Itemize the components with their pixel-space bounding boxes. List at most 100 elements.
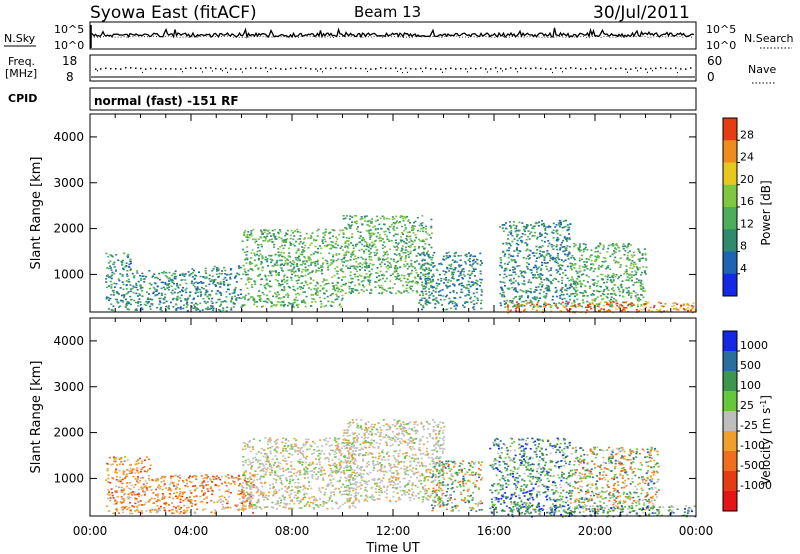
velocity-cell (196, 487, 199, 489)
power-cell (120, 294, 123, 297)
power-cell (448, 255, 451, 257)
power-cell (297, 268, 300, 271)
nave-point (202, 71, 203, 73)
power-cell (556, 229, 559, 232)
power-cell (198, 271, 200, 273)
power-cell (555, 245, 558, 248)
velocity-cell (137, 459, 140, 461)
power-cell (563, 246, 566, 248)
velocity-cell (119, 476, 122, 478)
power-cell (400, 255, 403, 258)
power-cell (342, 283, 345, 286)
power-cell (692, 302, 695, 304)
power-cell (324, 228, 327, 231)
velocity-cell (250, 478, 253, 480)
power-cell (565, 238, 567, 240)
power-cell (449, 280, 452, 282)
power-cell (194, 291, 197, 294)
velocity-cell (288, 494, 291, 497)
power-cell (480, 302, 482, 305)
power-cell (544, 232, 547, 234)
power-cell (549, 306, 552, 308)
power-cell (381, 247, 384, 250)
velocity-cell (194, 500, 197, 502)
power-cell (453, 305, 456, 307)
power-cell (523, 280, 526, 282)
power-cell (535, 266, 538, 268)
power-cell (544, 227, 547, 230)
power-cell (426, 262, 429, 264)
power-cell (349, 265, 352, 268)
power-cell (107, 276, 110, 278)
power-cell (415, 236, 418, 239)
power-cell (116, 291, 119, 294)
power-cell (602, 248, 605, 250)
power-cell (646, 302, 649, 304)
power-cell (630, 296, 632, 299)
power-cell (653, 304, 656, 307)
power-cell (175, 298, 178, 300)
power-cell (281, 279, 284, 282)
power-cell (389, 264, 392, 266)
nsearch-line (91, 35, 695, 38)
power-cell (127, 302, 130, 305)
power-cell (336, 270, 339, 273)
power-cell (576, 293, 579, 295)
freq-point (245, 67, 247, 70)
power-cell (250, 230, 253, 232)
velocity-cell (144, 490, 147, 493)
power-cell (417, 274, 420, 276)
power-cell (317, 267, 320, 269)
power-cell (256, 275, 259, 277)
power-cell (548, 290, 551, 292)
power-cell (354, 243, 357, 246)
power-cell (391, 273, 394, 275)
power-cell (258, 298, 261, 301)
power-cell (622, 290, 625, 293)
nave-point (647, 71, 648, 73)
power-cell (398, 221, 401, 223)
power-cell (145, 275, 148, 278)
power-cell (628, 250, 631, 252)
power-cell (514, 261, 517, 264)
power-cell (227, 283, 229, 286)
power-cell (560, 241, 563, 244)
velocity-cell (287, 445, 290, 447)
power-cell (612, 290, 615, 292)
power-cell (115, 253, 118, 256)
power-cell (206, 307, 209, 310)
power-cell (428, 294, 431, 297)
power-cell (550, 282, 553, 285)
velocity-cell (254, 507, 257, 510)
velocity-cell (142, 483, 145, 486)
power-cell (219, 286, 222, 288)
power-cell (338, 233, 340, 236)
power-cell (259, 253, 262, 256)
power-cell (292, 270, 295, 273)
freq-point (360, 67, 362, 70)
velocity-cell (255, 491, 258, 494)
power-cell (435, 300, 438, 302)
power-cell (634, 291, 637, 294)
power-cell (197, 291, 199, 294)
power-cell (158, 272, 161, 275)
velocity-cell (281, 441, 284, 443)
power-cell (573, 267, 576, 269)
power-cell (443, 273, 446, 276)
velocity-cell (267, 440, 270, 443)
power-cell (370, 222, 373, 225)
power-cell (426, 252, 429, 254)
power-cell (547, 226, 550, 229)
y-tick-label: 1000 (53, 267, 84, 281)
power-cell (193, 269, 195, 272)
velocity-cell (121, 478, 124, 481)
power-cell (618, 294, 621, 297)
power-cell (437, 302, 440, 304)
power-cell (320, 305, 323, 308)
power-cell (241, 240, 244, 242)
velocity-cell (218, 489, 221, 491)
velocity-cell (249, 504, 252, 506)
power-cell (297, 274, 299, 277)
power-cell (641, 283, 644, 285)
power-cell (258, 290, 261, 292)
